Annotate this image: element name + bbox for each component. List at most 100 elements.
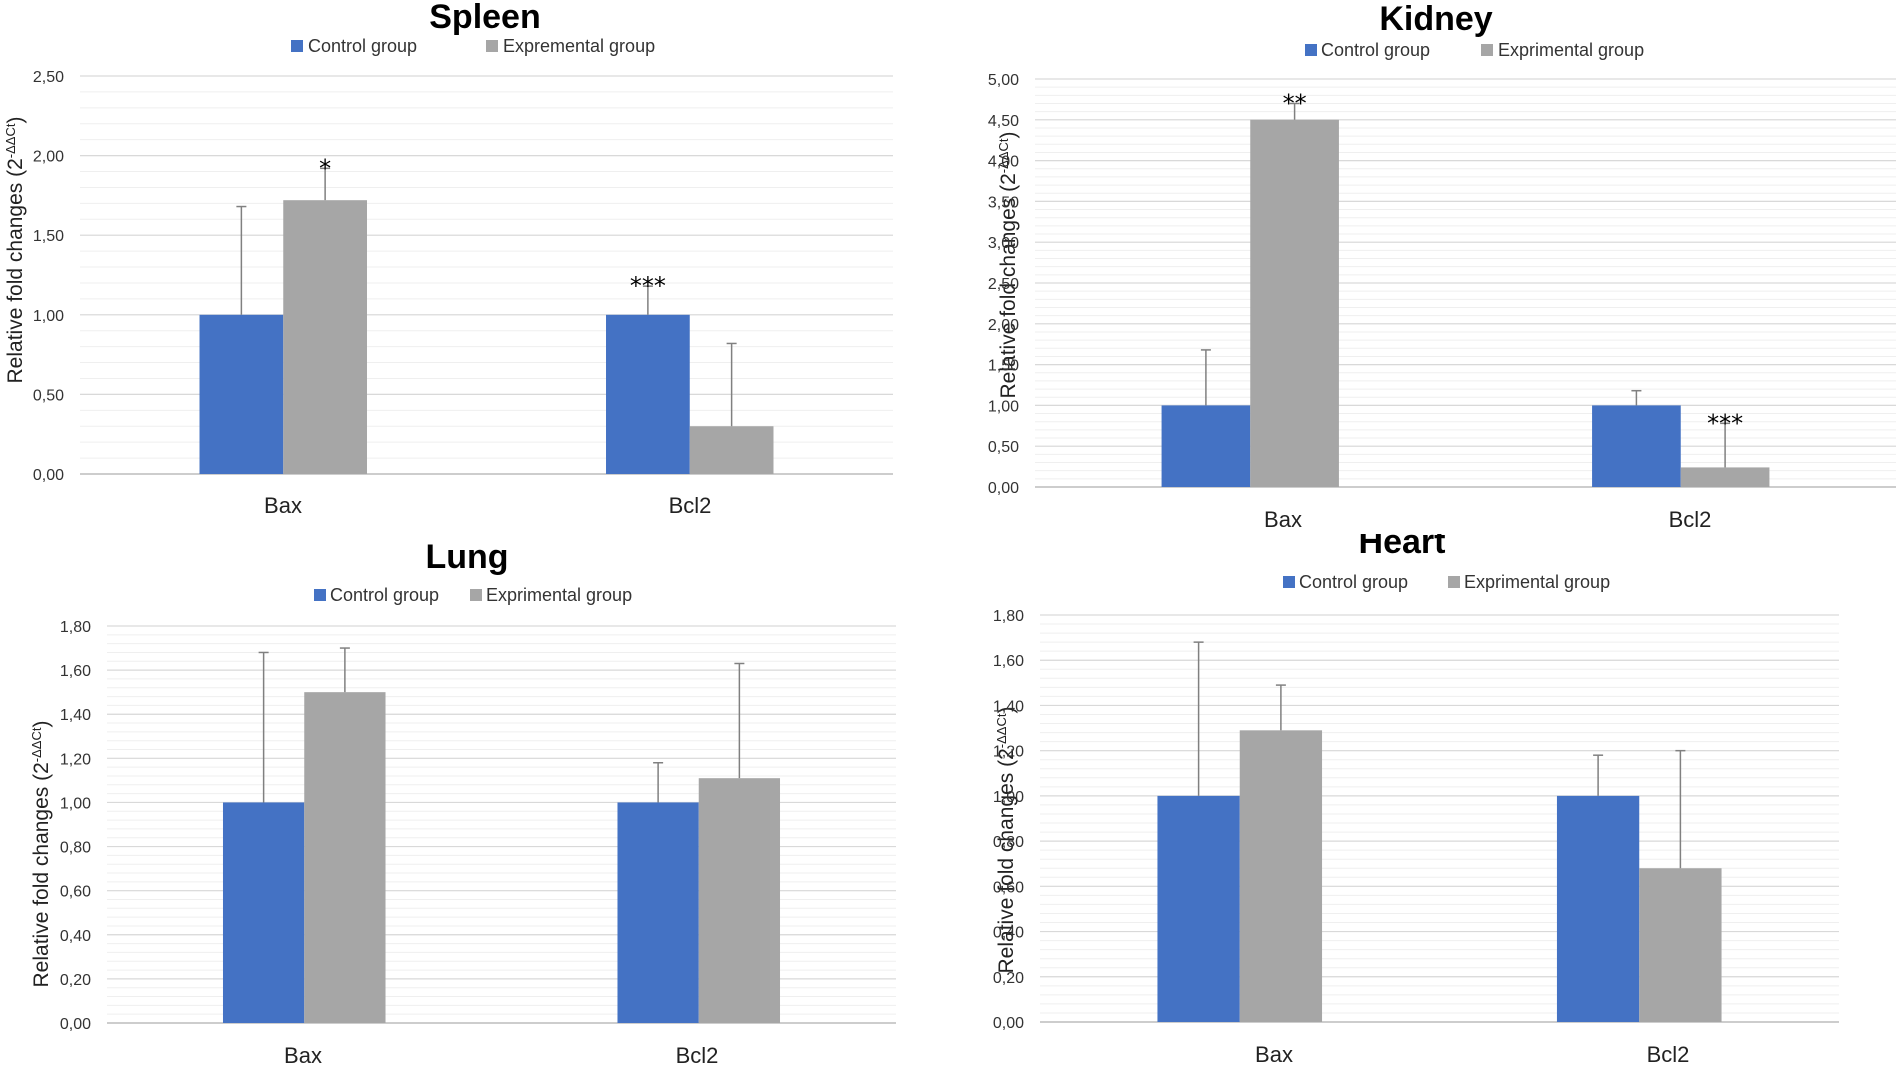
y-axis-label: Relative fold changes (2-ΔΔCt)	[994, 706, 1018, 973]
x-tick-label-bcl2: Bcl2	[669, 493, 712, 518]
bar-experimental-bcl2	[689, 426, 774, 474]
y-tick-label: 1,40	[60, 707, 91, 724]
y-axis-label-superscript: -ΔΔCt	[29, 727, 44, 762]
legend-label-control: Control group	[1321, 40, 1430, 60]
y-axis-label-main: Relative fold changes (2	[997, 173, 1020, 398]
y-tick-label: 5,00	[988, 72, 1019, 89]
y-axis-label: Relative fold changes (2-ΔΔCt)	[3, 116, 27, 383]
y-tick-label: 3,50	[988, 194, 1019, 211]
bar-control-bax	[1157, 795, 1240, 1022]
plot-area: 0,00 0,20 0,40 0,60 0,80 1,00 1,20 1,40 1,60 1,80	[60, 619, 896, 1033]
y-tick-label: 1,40	[993, 698, 1024, 715]
y-tick-label: 1,80	[993, 608, 1024, 625]
y-tick-label: 0,20	[993, 970, 1024, 987]
legend-label-control: Control group	[1299, 572, 1408, 592]
legend: Control group Exprimental group	[1305, 40, 1644, 60]
y-axis-label-end: )	[995, 706, 1018, 713]
y-tick-label: 4,50	[988, 113, 1019, 130]
legend-swatch-control	[291, 40, 303, 52]
bar-control-bax	[199, 314, 284, 474]
y-axis-label-end: )	[30, 720, 53, 727]
chart-title: Lung	[425, 538, 508, 576]
legend-swatch-experimental	[1448, 576, 1460, 588]
bar-control-bax	[222, 802, 305, 1023]
y-tick-label: 1,50	[33, 228, 64, 245]
y-tick-label: 0,00	[60, 1016, 91, 1033]
legend-swatch-control	[314, 589, 326, 601]
bar-control-bcl2	[1556, 795, 1640, 1022]
y-axis-label: Relative fold changes (2-ΔΔCt)	[996, 131, 1020, 398]
y-tick-label: 2,00	[33, 149, 64, 166]
bar-experimental-bcl2	[1680, 467, 1770, 487]
y-tick-label: 0,80	[60, 840, 91, 857]
y-tick-label: 0,40	[993, 925, 1024, 942]
legend-swatch-control	[1283, 576, 1295, 588]
legend-label-experimental: Exprimental group	[486, 585, 632, 605]
legend: Control group Exprimental group	[314, 585, 632, 605]
bar-control-bcl2	[1592, 405, 1681, 487]
legend-label-control: Control group	[308, 36, 417, 56]
plot-area: 0,000,501,001,502,002,50****	[33, 69, 893, 484]
bar-experimental-bcl2	[1639, 868, 1722, 1022]
x-tick-label-bax: Bax	[1255, 1042, 1293, 1067]
y-tick-label: 0,50	[988, 439, 1019, 456]
y-axis-label-end: )	[997, 131, 1020, 138]
heart-chart-panel: Heart Control group Exprimental group Re…	[949, 534, 1898, 1068]
y-axis-label-end: )	[4, 116, 27, 123]
significance-marker: ***	[1707, 409, 1743, 437]
y-tick-label: 2,50	[988, 276, 1019, 293]
bar-experimental-bax	[1239, 730, 1323, 1022]
lung-chart-panel: Lung Control group Exprimental group Rel…	[0, 534, 949, 1068]
legend-label-experimental: Exprimental group	[1464, 572, 1610, 592]
kidney-chart: Kidney Control group Exprimental group R…	[988, 0, 1896, 532]
x-tick-label-bax: Bax	[264, 493, 302, 518]
chart-title: Kidney	[1379, 0, 1492, 38]
y-axis-label-superscript: -ΔΔCt	[3, 123, 18, 158]
x-tick-label-bcl2: Bcl2	[1669, 507, 1712, 532]
y-axis-label-main: Relative fold changes (2	[995, 748, 1018, 973]
y-tick-label: 1,50	[988, 358, 1019, 375]
y-tick-label: 1,80	[60, 619, 91, 636]
bar-control-bcl2	[617, 802, 699, 1023]
bar-experimental-bax	[304, 692, 386, 1023]
y-axis-label-main: Relative fold changes (2	[30, 762, 53, 987]
legend-label-experimental: Exprimental group	[1498, 40, 1644, 60]
y-tick-label: 2,00	[988, 317, 1019, 334]
y-tick-label: 1,00	[988, 398, 1019, 415]
legend: Control group Expremental group	[291, 36, 655, 56]
legend-label-control: Control group	[330, 585, 439, 605]
legend-swatch-control	[1305, 44, 1317, 56]
bar-experimental-bax	[283, 200, 367, 474]
y-axis-label-superscript: -ΔΔCt	[994, 713, 1009, 748]
kidney-chart-panel: Kidney Control group Exprimental group R…	[949, 0, 1898, 534]
y-tick-label: 1,00	[33, 308, 64, 325]
y-tick-label: 1,00	[993, 789, 1024, 806]
bar-experimental-bcl2	[698, 778, 781, 1023]
significance-marker: **	[1283, 89, 1307, 117]
y-tick-label: 1,60	[993, 653, 1024, 670]
spleen-chart: Spleen Control group Expremental group R…	[3, 0, 893, 518]
y-tick-label: 3,00	[988, 235, 1019, 252]
y-tick-label: 1,20	[993, 744, 1024, 761]
chart-title: Heart	[1359, 534, 1446, 561]
chart-title: Spleen	[429, 0, 540, 36]
y-tick-label: 0,40	[60, 928, 91, 945]
spleen-chart-panel: Spleen Control group Expremental group R…	[0, 0, 949, 534]
bar-experimental-bax	[1250, 119, 1339, 488]
x-tick-label-bax: Bax	[284, 1043, 322, 1068]
y-axis-label: Relative fold changes (2-ΔΔCt)	[29, 720, 53, 987]
legend-swatch-experimental	[486, 40, 498, 52]
x-tick-label-bcl2: Bcl2	[676, 1043, 719, 1068]
y-axis-label-main: Relative fold changes (2	[4, 158, 27, 383]
y-tick-label: 1,20	[60, 751, 91, 768]
legend-swatch-experimental	[1481, 44, 1493, 56]
bar-control-bax	[1161, 405, 1251, 487]
y-tick-label: 0,00	[988, 480, 1019, 497]
y-tick-label: 4,00	[988, 154, 1019, 171]
y-tick-label: 0,00	[33, 467, 64, 484]
legend: Control group Exprimental group	[1283, 572, 1610, 592]
x-tick-label-bcl2: Bcl2	[1647, 1042, 1690, 1067]
bar-control-bcl2	[606, 314, 690, 474]
significance-marker: ***	[630, 272, 666, 300]
x-tick-label-bax: Bax	[1264, 507, 1302, 532]
